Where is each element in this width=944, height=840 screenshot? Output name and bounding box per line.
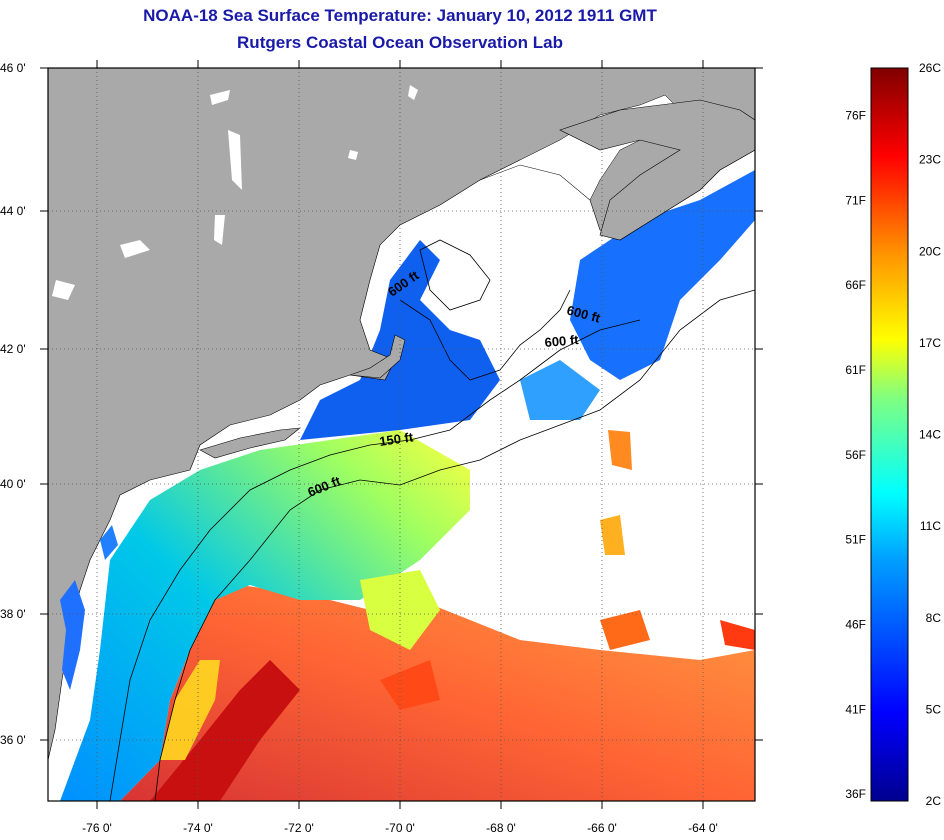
colorbar-fahrenheit-label: 61F (845, 363, 866, 377)
lake (210, 90, 230, 105)
shelf-water-region (60, 430, 470, 801)
warm-patch (720, 620, 755, 650)
lake (120, 240, 150, 258)
longitude-label: -76 0' (82, 821, 112, 835)
colorbar-celsius-label: 17C (919, 336, 941, 350)
warm-patch (600, 515, 625, 555)
latitude-label: 40 0' (0, 477, 26, 491)
warm-patch (600, 610, 650, 650)
land-cape-cod (349, 334, 406, 379)
colorbar-fahrenheit-label: 71F (845, 193, 866, 207)
chesapeake-bay (60, 580, 85, 690)
colorbar-celsius-label: 26C (919, 61, 941, 75)
contour-label: 600 ft (544, 332, 580, 350)
colorbar-celsius-label: 14C (919, 428, 941, 442)
colorbar-celsius-label: 2C (926, 794, 942, 808)
latitude-label: 46 0' (0, 61, 26, 75)
colorbar-celsius-label: 5C (926, 702, 942, 716)
longitude-label: -68 0' (486, 821, 516, 835)
colorbar-fahrenheit-label: 66F (845, 278, 866, 292)
contour-label: 150 ft (378, 429, 414, 449)
yellow-green-patch (360, 570, 440, 650)
latitude-label: 42 0' (0, 342, 26, 356)
colorbar-fahrenheit-label: 76F (845, 109, 866, 123)
latitude-label: 36 0' (0, 733, 26, 747)
colorbar (870, 67, 909, 802)
lake (408, 85, 418, 100)
axis-ticks (40, 60, 763, 809)
colorbar-celsius-label: 20C (919, 244, 941, 258)
lake (214, 215, 225, 245)
contour-150ft (109, 319, 641, 801)
contour-gulf-of-maine (399, 289, 571, 381)
latitude-label: 44 0' (0, 204, 26, 218)
yellow-filament (160, 660, 220, 760)
colorbar-fahrenheit-label: 56F (845, 448, 866, 462)
lake (52, 280, 75, 300)
delaware-bay (100, 525, 118, 560)
contour-gulf-of-maine-basin (419, 239, 491, 311)
longitude-label: -74 0' (183, 821, 213, 835)
map-subtitle: Rutgers Coastal Ocean Observation Lab (237, 33, 563, 52)
lake (228, 130, 242, 190)
colorbar-fahrenheit-label: 51F (845, 533, 866, 547)
land-long-island (199, 427, 301, 459)
map-title: NOAA-18 Sea Surface Temperature: January… (143, 6, 657, 25)
land-nova-scotia (559, 99, 755, 241)
map-frame (47, 67, 756, 802)
colorbar-labels: 26C 23C 20C 17C 14C 11C 8C 5C 2C 76F 71F 66F 61F 56F 5… (845, 61, 941, 808)
colorbar-celsius-label: 11C (920, 519, 941, 533)
colorbar-celsius-label: 23C (919, 153, 941, 167)
gulf-stream-core (150, 660, 300, 801)
longitude-label: -70 0' (385, 821, 415, 835)
lake (348, 150, 358, 160)
warm-patch (608, 430, 632, 470)
longitude-label: -64 0' (688, 821, 718, 835)
colorbar-fahrenheit-label: 36F (845, 787, 866, 801)
scotian-shelf-water (570, 170, 755, 380)
latitude-label: 38 0' (0, 607, 26, 621)
colorbar-fahrenheit-label: 41F (845, 702, 866, 716)
warm-patch (380, 660, 440, 710)
colorbar-celsius-label: 8C (926, 611, 942, 625)
longitude-label: -72 0' (284, 821, 314, 835)
cool-patch (520, 360, 600, 420)
colorbar-fahrenheit-label: 46F (845, 618, 866, 632)
longitude-label: -66 0' (587, 821, 617, 835)
